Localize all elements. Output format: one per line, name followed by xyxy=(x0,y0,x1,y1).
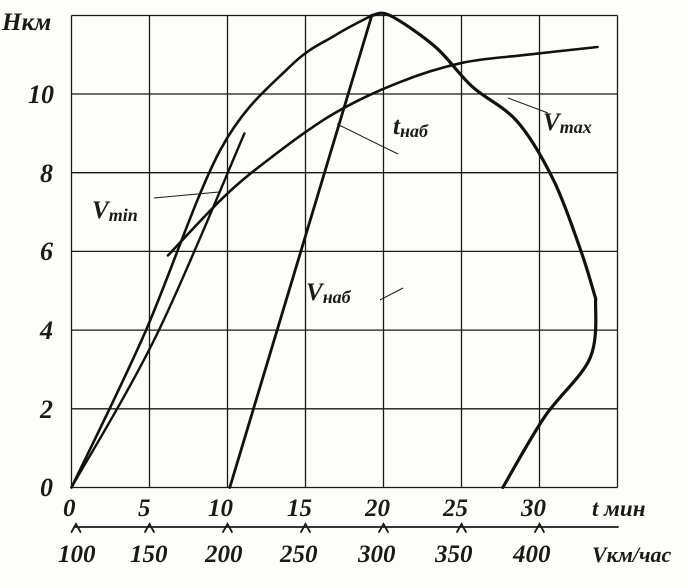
svg-text:4: 4 xyxy=(39,316,53,345)
svg-text:350: 350 xyxy=(434,541,473,568)
svg-text:Vкм/час: Vкм/час xyxy=(592,542,672,567)
svg-text:10: 10 xyxy=(28,80,54,109)
svg-text:6: 6 xyxy=(40,237,53,266)
svg-text:25: 25 xyxy=(442,495,468,522)
svg-text:Vнаб: Vнаб xyxy=(306,279,352,307)
svg-text:t мин: t мин xyxy=(592,496,646,521)
svg-text:Vmax: Vmax xyxy=(543,109,592,137)
svg-text:2: 2 xyxy=(39,395,53,424)
svg-text:10: 10 xyxy=(208,495,234,522)
svg-text:150: 150 xyxy=(130,541,168,568)
svg-text:400: 400 xyxy=(512,541,551,568)
svg-text:15: 15 xyxy=(287,495,312,522)
svg-text:8: 8 xyxy=(40,159,53,188)
svg-text:0: 0 xyxy=(40,473,53,502)
svg-text:30: 30 xyxy=(520,495,547,522)
svg-text:tнаб: tнаб xyxy=(393,113,429,141)
svg-text:20: 20 xyxy=(364,495,391,522)
svg-text:Vmin: Vmin xyxy=(92,197,138,225)
svg-text:5: 5 xyxy=(138,495,151,522)
svg-text:250: 250 xyxy=(279,541,318,568)
svg-text:0: 0 xyxy=(63,495,76,522)
svg-text:100: 100 xyxy=(58,541,96,568)
svg-text:300: 300 xyxy=(357,541,396,568)
svg-text:200: 200 xyxy=(204,541,243,568)
svg-text:Нкм: Нкм xyxy=(1,9,51,36)
